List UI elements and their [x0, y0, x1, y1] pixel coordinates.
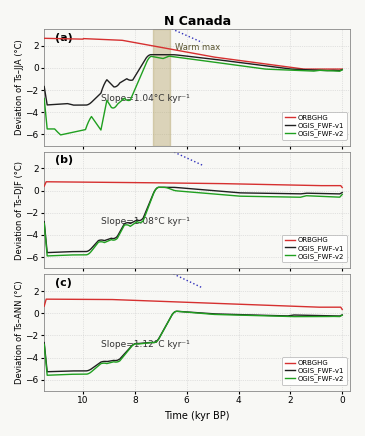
- Text: (b): (b): [55, 155, 73, 165]
- Text: Warm max: Warm max: [175, 43, 220, 52]
- Y-axis label: Deviation of Ts–ANN (°C): Deviation of Ts–ANN (°C): [15, 281, 24, 385]
- Text: Slope=1.12°C kyr⁻¹: Slope=1.12°C kyr⁻¹: [101, 340, 190, 348]
- Bar: [153, 29, 170, 146]
- Text: Slope=1.04°C kyr⁻¹: Slope=1.04°C kyr⁻¹: [101, 94, 190, 103]
- Legend: ORBGHG, OGIS_FWF-v1, OGIS_FWF-v2: ORBGHG, OGIS_FWF-v1, OGIS_FWF-v2: [282, 235, 346, 262]
- Legend: ORBGHG, OGIS_FWF-v1, OGIS_FWF-v2: ORBGHG, OGIS_FWF-v1, OGIS_FWF-v2: [282, 357, 346, 385]
- Legend: ORBGHG, OGIS_FWF-v1, OGIS_FWF-v2: ORBGHG, OGIS_FWF-v1, OGIS_FWF-v2: [282, 112, 346, 140]
- Y-axis label: Deviation of Ts–DJF (°C): Deviation of Ts–DJF (°C): [15, 160, 24, 259]
- X-axis label: Time (kyr BP): Time (kyr BP): [164, 411, 230, 421]
- Title: N Canada: N Canada: [164, 15, 231, 28]
- Text: (c): (c): [55, 278, 72, 288]
- Text: (a): (a): [55, 33, 73, 43]
- Text: Slope=1.08°C kyr⁻¹: Slope=1.08°C kyr⁻¹: [101, 217, 190, 226]
- Y-axis label: Deviation of Ts–JJA (°C): Deviation of Ts–JJA (°C): [15, 40, 24, 135]
